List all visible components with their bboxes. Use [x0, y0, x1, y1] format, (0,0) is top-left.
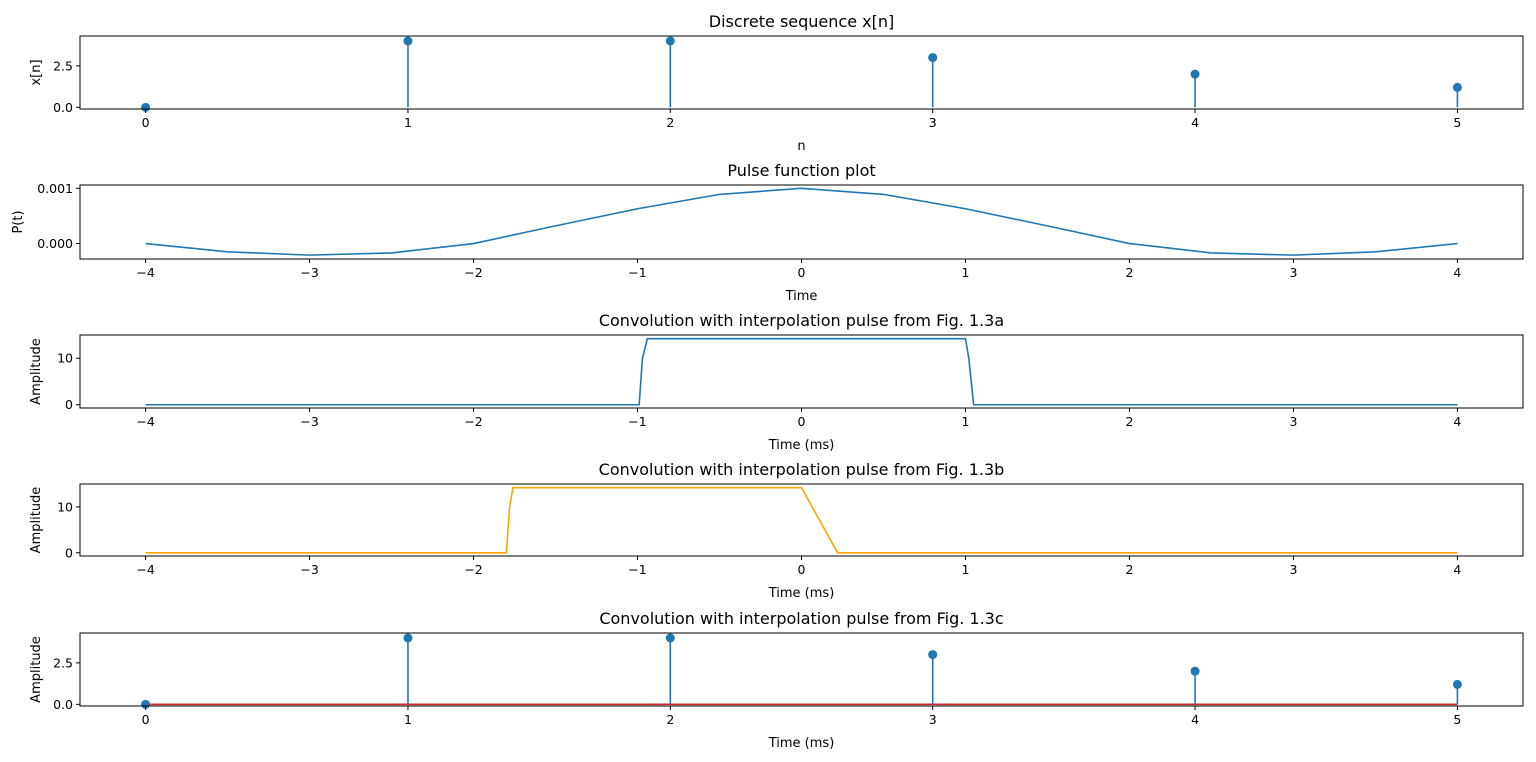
x-tick-label: −4	[136, 414, 154, 429]
x-tick-label: 2	[666, 712, 674, 727]
x-tick-label: −1	[628, 414, 646, 429]
series-line-1	[146, 188, 1458, 255]
x-tick-label: −2	[464, 414, 482, 429]
y-tick-label: 0	[65, 397, 73, 412]
stem-marker	[928, 53, 937, 62]
y-axis-label: Amplitude	[29, 338, 44, 405]
y-axis-label: Amplitude	[29, 636, 44, 703]
x-tick-label: 0	[798, 562, 806, 577]
stem-marker	[403, 633, 412, 642]
axes-frame	[80, 484, 1523, 556]
x-axis-label: Time	[785, 289, 818, 304]
stem-marker	[1191, 70, 1200, 79]
x-tick-label: 3	[1289, 562, 1297, 577]
subplot-title: Discrete sequence x[n]	[709, 12, 894, 31]
x-tick-label: 2	[666, 115, 674, 130]
subplot-title: Pulse function plot	[727, 161, 875, 180]
y-axis-label: Amplitude	[29, 487, 44, 554]
y-tick-label: 0.0	[53, 697, 73, 712]
x-tick-label: −4	[136, 265, 154, 280]
subplot-title: Convolution with interpolation pulse fro…	[599, 311, 1004, 330]
stem-marker	[928, 650, 937, 659]
stem-marker	[1191, 667, 1200, 676]
subplot-2: Pulse function plot −4 −3 −2 −1 0 1 2 3 4 0.000 0.0…	[11, 161, 1523, 304]
x-tick-label: 4	[1453, 265, 1461, 280]
x-tick-label: 3	[929, 115, 937, 130]
subplot-title: Convolution with interpolation pulse fro…	[599, 460, 1005, 479]
stem-marker	[1453, 680, 1462, 689]
x-tick-label: 4	[1191, 712, 1199, 727]
x-tick-label: −4	[136, 562, 154, 577]
x-tick-label: 1	[404, 712, 412, 727]
x-tick-label: −2	[464, 265, 482, 280]
x-tick-label: 3	[1289, 414, 1297, 429]
subplot-1: Discrete sequence x[n] 0 1 2 3 4 5 0.0 2.5 n x[n]	[29, 12, 1523, 154]
x-tick-label: 2	[1125, 414, 1133, 429]
axes-frame	[80, 185, 1523, 259]
x-tick-label: 1	[404, 115, 412, 130]
x-tick-label: 1	[962, 414, 970, 429]
stem-marker	[403, 36, 412, 45]
y-tick-label: 2.5	[53, 655, 73, 670]
x-tick-label: −3	[300, 562, 318, 577]
axes-frame	[80, 335, 1523, 408]
y-tick-label: 0.000	[37, 236, 73, 251]
x-tick-label: 1	[962, 265, 970, 280]
x-tick-label: 2	[1125, 562, 1133, 577]
x-axis-label: Time (ms)	[768, 586, 835, 601]
series-line-1	[146, 488, 1458, 553]
x-tick-label: 2	[1125, 265, 1133, 280]
x-tick-label: 0	[142, 115, 150, 130]
x-tick-label: 3	[929, 712, 937, 727]
x-tick-label: 4	[1453, 562, 1461, 577]
y-axis-label: P(t)	[11, 210, 26, 233]
x-tick-label: 5	[1453, 115, 1461, 130]
x-tick-label: −1	[628, 265, 646, 280]
subplot-4: Convolution with interpolation pulse fro…	[29, 460, 1523, 601]
x-tick-label: −3	[300, 265, 318, 280]
y-tick-label: 0.0	[53, 100, 73, 115]
y-tick-label: 10	[57, 499, 73, 514]
x-axis-label: Time (ms)	[768, 438, 835, 453]
x-tick-label: 3	[1289, 265, 1297, 280]
y-tick-label: 0.001	[37, 181, 73, 196]
y-tick-label: 10	[57, 351, 73, 366]
axes-frame	[80, 633, 1523, 706]
x-tick-label: 0	[798, 414, 806, 429]
x-tick-label: −3	[300, 414, 318, 429]
x-tick-label: 0	[142, 712, 150, 727]
x-tick-label: 0	[798, 265, 806, 280]
stem-marker	[1453, 83, 1462, 92]
y-tick-label: 2.5	[53, 58, 73, 73]
y-axis-label: x[n]	[29, 59, 44, 85]
x-axis-label: Time (ms)	[768, 736, 835, 751]
subplot-3: Convolution with interpolation pulse fro…	[29, 311, 1523, 453]
x-tick-label: 4	[1453, 414, 1461, 429]
axes-frame	[80, 36, 1523, 109]
x-tick-label: 1	[962, 562, 970, 577]
y-tick-label: 0	[65, 545, 73, 560]
subplot-5: Convolution with interpolation pulse fro…	[29, 609, 1523, 751]
subplot-title: Convolution with interpolation pulse fro…	[599, 609, 1003, 628]
x-tick-label: 5	[1453, 712, 1461, 727]
stem-marker	[666, 36, 675, 45]
x-tick-label: 4	[1191, 115, 1199, 130]
series-line-1	[146, 339, 1458, 405]
stem-marker	[666, 633, 675, 642]
x-tick-label: −2	[464, 562, 482, 577]
x-axis-label: n	[797, 139, 805, 154]
x-tick-label: −1	[628, 562, 646, 577]
